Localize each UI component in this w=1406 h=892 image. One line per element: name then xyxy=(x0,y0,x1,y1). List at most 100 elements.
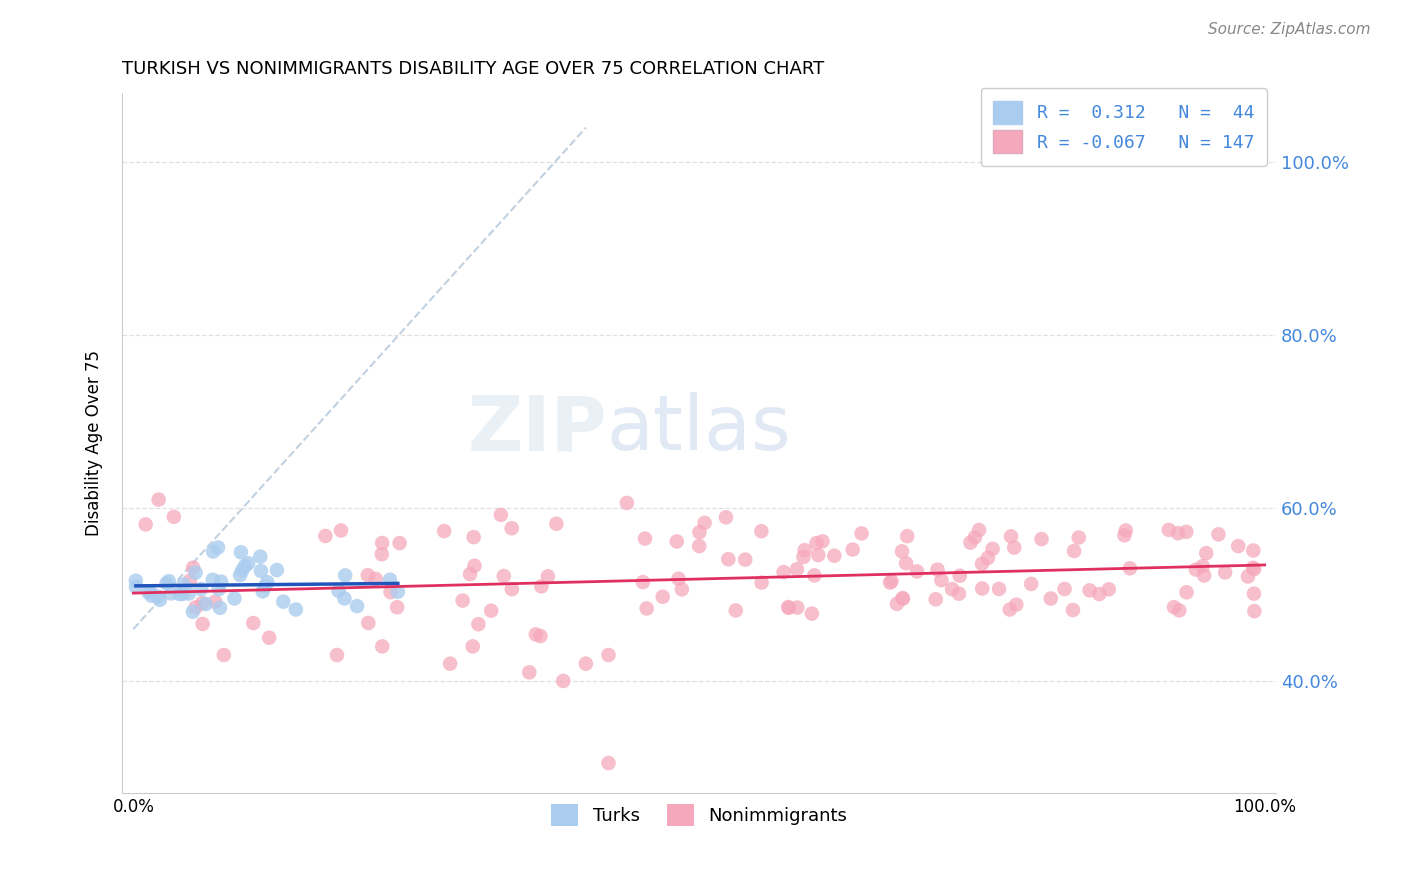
Point xyxy=(1243,604,1265,618)
Point xyxy=(385,600,408,615)
Point xyxy=(387,584,409,599)
Point xyxy=(688,525,710,540)
Point xyxy=(1002,541,1025,555)
Point xyxy=(346,599,368,614)
Point xyxy=(880,574,903,589)
Point xyxy=(160,586,183,600)
Point xyxy=(778,600,800,615)
Point xyxy=(1191,559,1213,574)
Point xyxy=(879,575,901,590)
Point xyxy=(191,617,214,632)
Point xyxy=(927,563,949,577)
Text: 100.0%: 100.0% xyxy=(1233,797,1296,815)
Point xyxy=(1213,566,1236,580)
Point xyxy=(194,597,217,611)
Point xyxy=(1088,587,1111,601)
Point xyxy=(651,590,673,604)
Point xyxy=(463,558,485,573)
Point xyxy=(204,595,226,609)
Point xyxy=(948,587,970,601)
Point xyxy=(125,580,148,594)
Point xyxy=(891,544,914,558)
Point xyxy=(1168,603,1191,617)
Point xyxy=(734,552,756,566)
Point xyxy=(177,586,200,600)
Point xyxy=(314,529,336,543)
Point xyxy=(1241,561,1264,575)
Point xyxy=(530,579,553,593)
Point xyxy=(149,592,172,607)
Point xyxy=(970,557,993,571)
Point xyxy=(231,564,253,578)
Point xyxy=(1078,583,1101,598)
Point xyxy=(139,585,162,599)
Point xyxy=(931,573,953,587)
Point xyxy=(155,576,177,591)
Point xyxy=(229,568,252,582)
Text: Source: ZipAtlas.com: Source: ZipAtlas.com xyxy=(1208,22,1371,37)
Point xyxy=(823,549,845,563)
Point xyxy=(1185,563,1208,577)
Point xyxy=(163,509,186,524)
Point xyxy=(146,590,169,604)
Point xyxy=(224,591,246,606)
Point xyxy=(671,582,693,597)
Point xyxy=(1031,532,1053,546)
Point xyxy=(201,573,224,587)
Point xyxy=(1063,544,1085,558)
Point xyxy=(458,567,481,582)
Point xyxy=(207,541,229,555)
Point xyxy=(977,550,1000,565)
Point xyxy=(357,615,380,630)
Y-axis label: Disability Age Over 75: Disability Age Over 75 xyxy=(86,351,103,536)
Point xyxy=(463,530,485,544)
Point xyxy=(157,574,180,588)
Point xyxy=(191,596,214,610)
Point xyxy=(179,574,201,588)
Point xyxy=(949,568,972,582)
Point xyxy=(896,529,918,543)
Point xyxy=(988,582,1011,596)
Point xyxy=(451,593,474,607)
Point xyxy=(841,542,863,557)
Point xyxy=(800,607,823,621)
Point xyxy=(233,558,256,573)
Point xyxy=(793,543,815,558)
Point xyxy=(905,565,928,579)
Point xyxy=(1243,587,1265,601)
Text: atlas: atlas xyxy=(607,392,792,467)
Point xyxy=(1167,526,1189,541)
Point xyxy=(1119,561,1142,575)
Point xyxy=(242,615,264,630)
Point xyxy=(772,565,794,579)
Point xyxy=(380,585,402,599)
Point xyxy=(1175,585,1198,599)
Point xyxy=(330,524,353,538)
Point xyxy=(751,524,773,539)
Point xyxy=(792,549,814,564)
Point xyxy=(786,562,808,576)
Point xyxy=(172,587,194,601)
Point xyxy=(1114,528,1136,542)
Point xyxy=(636,601,658,615)
Point xyxy=(811,534,834,549)
Point xyxy=(634,532,657,546)
Point xyxy=(998,602,1021,616)
Point xyxy=(173,577,195,591)
Point xyxy=(786,600,808,615)
Point xyxy=(886,597,908,611)
Point xyxy=(141,589,163,603)
Point xyxy=(537,569,560,583)
Point xyxy=(1227,539,1250,553)
Point xyxy=(184,566,207,580)
Point xyxy=(668,572,690,586)
Point xyxy=(967,523,990,537)
Point xyxy=(371,536,394,550)
Legend: Turks, Nonimmigrants: Turks, Nonimmigrants xyxy=(544,797,855,833)
Point xyxy=(575,657,598,671)
Point xyxy=(1115,524,1137,538)
Point xyxy=(688,539,710,553)
Point xyxy=(492,569,515,583)
Point xyxy=(1192,568,1215,582)
Point xyxy=(1000,529,1022,543)
